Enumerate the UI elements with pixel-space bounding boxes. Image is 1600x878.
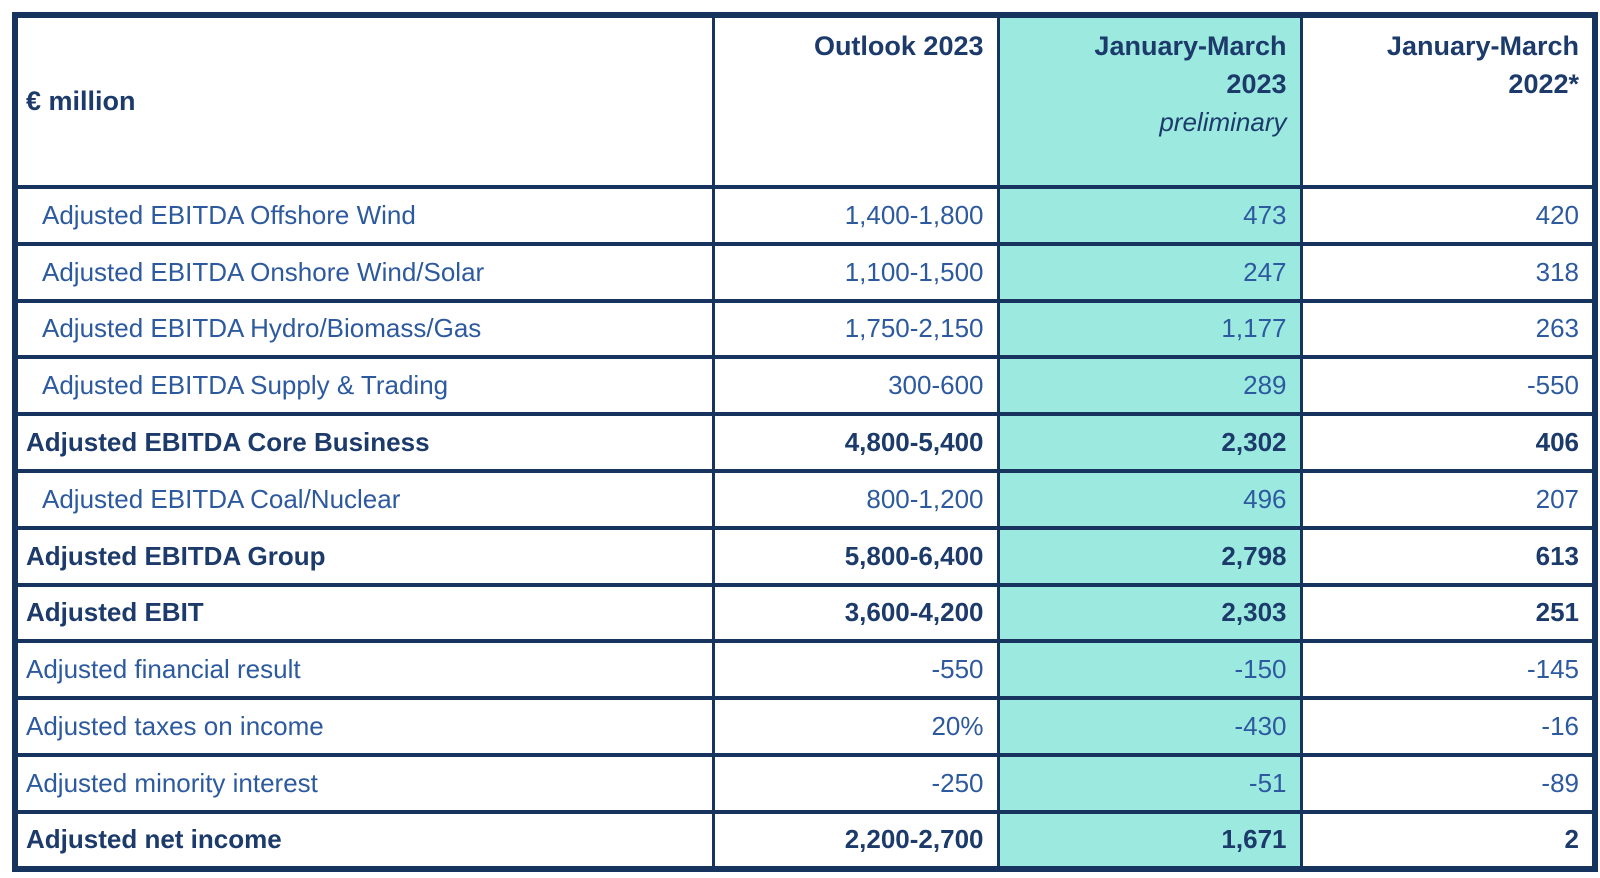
table-row: Adjusted EBITDA Supply & Trading 300-600 2… xyxy=(13,355,1597,417)
column-header-jan-march-2022: January-March 2022* xyxy=(1299,13,1597,189)
table-row: Adjusted EBITDA Hydro/Biomass/Gas 1,750-2… xyxy=(13,298,1597,360)
financial-results-table: € million Outlook 2023 January-March 202… xyxy=(12,12,1598,872)
row-label-cell: Adjusted EBITDA Offshore Wind xyxy=(13,185,715,246)
outlook-2023-cell: 20% xyxy=(711,696,1000,757)
table-row: Adjusted financial result -550 -150 -145 xyxy=(13,639,1597,701)
table-row: Adjusted net income 2,200-2,700 1,671 2 xyxy=(13,809,1597,871)
table-row: Adjusted EBITDA Group 5,800-6,400 2,798 613 xyxy=(13,525,1597,587)
outlook-2023-cell: 5,800-6,400 xyxy=(711,525,1000,587)
outlook-2023-cell: 1,750-2,150 xyxy=(711,298,1000,360)
jan-march-2023-cell: 496 xyxy=(996,468,1303,530)
row-label-cell: Adjusted minority interest xyxy=(13,752,715,814)
jan-march-2022-cell: 207 xyxy=(1299,468,1597,530)
table-row: Adjusted taxes on income 20% -430 -16 xyxy=(13,696,1597,757)
jan-march-2023-cell: -430 xyxy=(996,696,1303,757)
outlook-2023-cell: 3,600-4,200 xyxy=(711,582,1000,644)
jan-march-2022-cell: 318 xyxy=(1299,241,1597,303)
jan-march-2023-cell: -150 xyxy=(996,639,1303,701)
column-header-sublabel: preliminary xyxy=(1159,106,1287,137)
unit-label-cell: € million xyxy=(13,13,715,189)
jan-march-2023-cell: 1,671 xyxy=(996,809,1303,871)
jan-march-2023-cell: 2,798 xyxy=(996,525,1303,587)
outlook-2023-cell: 1,100-1,500 xyxy=(711,241,1000,303)
row-label-cell: Adjusted financial result xyxy=(13,639,715,701)
table-body: Adjusted EBITDA Offshore Wind 1,400-1,800… xyxy=(13,185,1597,871)
table-row: Adjusted EBITDA Offshore Wind 1,400-1,800… xyxy=(13,185,1597,246)
jan-march-2022-cell: -89 xyxy=(1299,752,1597,814)
row-label-cell: Adjusted EBITDA Supply & Trading xyxy=(13,355,715,417)
jan-march-2023-cell: 2,303 xyxy=(996,582,1303,644)
row-label-cell: Adjusted EBITDA Onshore Wind/Solar xyxy=(13,241,715,303)
outlook-2023-cell: 800-1,200 xyxy=(711,468,1000,530)
jan-march-2023-cell: 1,177 xyxy=(996,298,1303,360)
jan-march-2022-cell: 613 xyxy=(1299,525,1597,587)
unit-label: € million xyxy=(26,85,136,116)
row-label-cell: Adjusted EBIT xyxy=(13,582,715,644)
jan-march-2022-cell: -16 xyxy=(1299,696,1597,757)
outlook-2023-cell: 4,800-5,400 xyxy=(711,412,1000,473)
jan-march-2022-cell: 263 xyxy=(1299,298,1597,360)
row-label-cell: Adjusted taxes on income xyxy=(13,696,715,757)
outlook-2023-cell: -550 xyxy=(711,639,1000,701)
table-row: Adjusted EBIT 3,600-4,200 2,303 251 xyxy=(13,582,1597,644)
jan-march-2023-cell: 473 xyxy=(996,185,1303,246)
table-row: Adjusted minority interest -250 -51 -89 xyxy=(13,752,1597,814)
row-label-cell: Adjusted net income xyxy=(13,809,715,871)
column-header-label: January-March 2022* xyxy=(1386,31,1579,99)
jan-march-2022-cell: -550 xyxy=(1299,355,1597,417)
table-row: Adjusted EBITDA Onshore Wind/Solar 1,100-… xyxy=(13,241,1597,303)
outlook-2023-cell: 300-600 xyxy=(711,355,1000,417)
table-header: € million Outlook 2023 January-March 202… xyxy=(13,13,1597,189)
column-header-label: January-March 2023 xyxy=(1094,31,1287,99)
jan-march-2023-cell: -51 xyxy=(996,752,1303,814)
outlook-2023-cell: 1,400-1,800 xyxy=(711,185,1000,246)
column-header-outlook-2023: Outlook 2023 xyxy=(711,13,1000,189)
column-header-label: Outlook 2023 xyxy=(813,31,984,61)
jan-march-2022-cell: 420 xyxy=(1299,185,1597,246)
outlook-2023-cell: -250 xyxy=(711,752,1000,814)
row-label-cell: Adjusted EBITDA Coal/Nuclear xyxy=(13,468,715,530)
jan-march-2022-cell: -145 xyxy=(1299,639,1597,701)
header-row: € million Outlook 2023 January-March 202… xyxy=(13,13,1597,189)
row-label-cell: Adjusted EBITDA Hydro/Biomass/Gas xyxy=(13,298,715,360)
outlook-2023-cell: 2,200-2,700 xyxy=(711,809,1000,871)
table-row: Adjusted EBITDA Coal/Nuclear 800-1,200 496… xyxy=(13,468,1597,530)
jan-march-2023-cell: 247 xyxy=(996,241,1303,303)
row-label-cell: Adjusted EBITDA Group xyxy=(13,525,715,587)
table-row: Adjusted EBITDA Core Business 4,800-5,400… xyxy=(13,412,1597,473)
jan-march-2022-cell: 406 xyxy=(1299,412,1597,473)
column-header-jan-march-2023: January-March 2023 preliminary xyxy=(996,13,1303,189)
jan-march-2023-cell: 289 xyxy=(996,355,1303,417)
row-label-cell: Adjusted EBITDA Core Business xyxy=(13,412,715,473)
jan-march-2022-cell: 251 xyxy=(1299,582,1597,644)
jan-march-2023-cell: 2,302 xyxy=(996,412,1303,473)
jan-march-2022-cell: 2 xyxy=(1299,809,1597,871)
